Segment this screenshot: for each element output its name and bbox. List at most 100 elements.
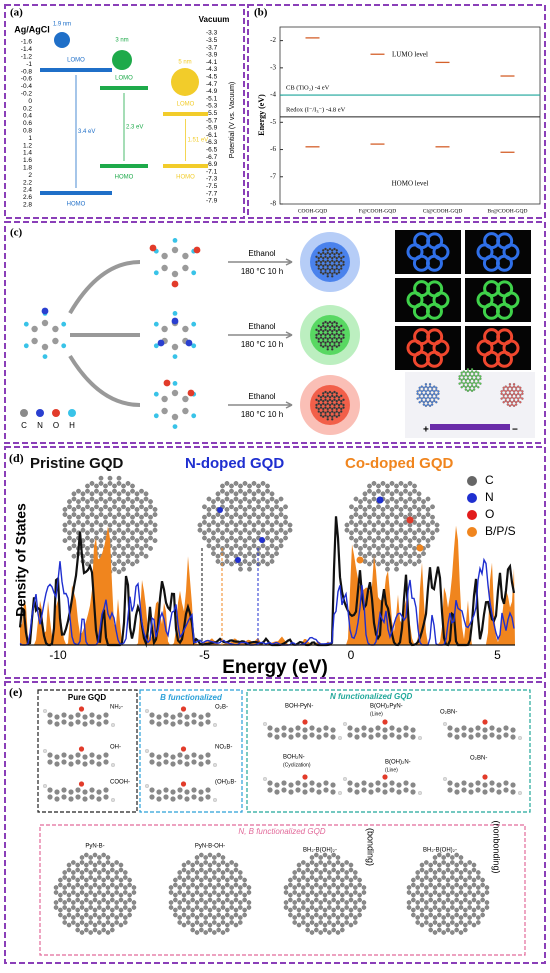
atom <box>368 782 374 788</box>
atom <box>506 396 510 399</box>
atom <box>353 885 358 890</box>
tick-label: -6.5 <box>206 147 218 154</box>
atom <box>380 507 386 512</box>
item-label: (nonbonding) <box>492 820 502 873</box>
atom <box>295 787 301 793</box>
atom <box>302 774 308 780</box>
atom <box>314 862 319 868</box>
atom <box>518 736 522 740</box>
atom <box>111 723 115 727</box>
atom <box>445 867 451 873</box>
atom <box>443 777 447 781</box>
atom <box>71 512 77 517</box>
atom <box>318 905 323 910</box>
atom <box>368 727 374 733</box>
atom <box>97 905 102 910</box>
atom <box>385 561 390 567</box>
atom <box>68 761 74 767</box>
atom <box>380 538 386 543</box>
atom <box>319 263 323 266</box>
tick-label: -3 <box>270 63 276 71</box>
tick-label: -4 <box>270 91 276 99</box>
atom <box>152 522 158 528</box>
atom <box>123 915 128 920</box>
condition: 180 °C 10 h <box>241 267 283 276</box>
atom <box>326 332 329 335</box>
atom <box>422 389 426 392</box>
atom <box>224 507 230 512</box>
atom <box>202 530 207 536</box>
atom <box>470 382 474 385</box>
atom <box>267 725 273 731</box>
atom <box>110 897 115 903</box>
atom <box>85 535 90 541</box>
atom <box>260 491 266 497</box>
atom <box>206 538 212 543</box>
atom <box>428 922 433 928</box>
atom <box>148 546 153 551</box>
atom <box>454 852 459 858</box>
atom <box>134 527 140 533</box>
atom <box>97 870 102 875</box>
atom <box>315 260 318 264</box>
atom <box>131 900 137 905</box>
tick-label: 1.2 <box>23 142 32 149</box>
atom <box>157 339 165 347</box>
atom <box>220 900 226 905</box>
atom <box>324 341 327 345</box>
atom <box>156 754 162 760</box>
atom <box>471 922 477 928</box>
atom <box>314 912 319 918</box>
atom <box>317 402 320 405</box>
atom <box>407 481 413 486</box>
atom <box>265 561 270 567</box>
atom <box>419 867 425 873</box>
atom <box>385 535 390 541</box>
atom <box>354 734 360 740</box>
atom <box>357 907 362 913</box>
atom <box>309 930 315 935</box>
atom <box>389 538 395 543</box>
atom <box>75 787 81 793</box>
atom <box>326 399 329 403</box>
lumo-bar <box>163 112 208 116</box>
atom <box>199 862 204 868</box>
atom <box>216 907 221 913</box>
atom <box>403 488 408 494</box>
atom <box>215 496 221 502</box>
atom <box>403 514 408 520</box>
atom <box>110 862 115 868</box>
atom <box>326 410 329 413</box>
atom <box>194 900 200 905</box>
atom <box>265 514 270 520</box>
atom <box>441 930 446 935</box>
tick-label: -4.3 <box>206 66 218 73</box>
atom <box>101 907 106 913</box>
atom <box>335 394 338 398</box>
atom <box>322 256 325 260</box>
atom <box>229 561 234 567</box>
atom <box>203 930 208 935</box>
atom <box>344 860 349 865</box>
atom <box>181 867 187 873</box>
atom <box>256 504 261 510</box>
atom <box>287 527 293 533</box>
atom <box>233 527 239 533</box>
atom <box>463 912 468 918</box>
cb-label: CB (TiO₂) -4 eV <box>286 85 330 92</box>
atom <box>411 892 416 898</box>
tick-label: 0.6 <box>23 120 32 127</box>
atom <box>514 386 518 389</box>
atom <box>238 546 243 551</box>
atom <box>437 867 442 873</box>
atom <box>450 860 455 865</box>
atom <box>191 343 197 349</box>
petal <box>496 280 514 298</box>
atom <box>428 867 433 873</box>
atom <box>220 535 225 541</box>
atom <box>170 721 176 727</box>
atom <box>344 890 349 895</box>
atom <box>361 885 367 890</box>
atom <box>305 907 310 913</box>
atom <box>342 406 345 409</box>
